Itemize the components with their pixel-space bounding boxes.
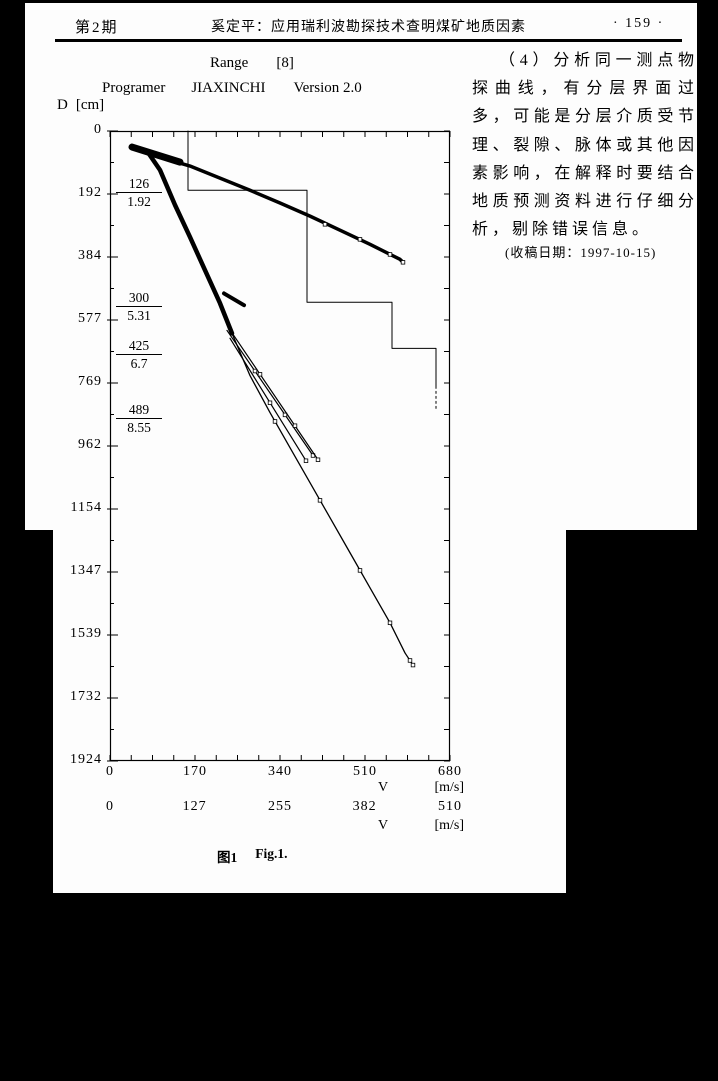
dispersion-upper [130,145,405,265]
programer-name: JIAXINCHI [191,80,266,96]
data-point-marker [387,252,393,257]
x-tick-label: 170 [183,764,207,779]
y-tick-label: 1154 [70,499,102,515]
layer-annotation: 425 6.7 [116,338,162,371]
page-background-bottom [53,530,566,893]
y-tick-label: 0 [94,122,102,137]
x-axis1-unit: V [m/s] [378,780,464,796]
layer-depth: 8.55 [127,419,151,435]
data-point-marker [317,498,323,503]
caption-zh: 图1 [217,850,238,865]
data-point-marker [407,658,413,663]
data-point-marker [292,423,298,428]
data-point-marker [282,412,288,418]
layer-annotation: 126 1.92 [116,176,162,209]
data-point-marker [387,620,393,626]
layer-depth: 6.7 [130,356,148,372]
y-tick-label: 962 [78,437,102,452]
x-tick-label: 0 [106,764,114,779]
data-point-marker [357,568,363,573]
data-point-marker [322,222,328,227]
x-tick-label: 680 [438,764,462,779]
range-label: Range [210,55,249,71]
y-axis-unit: [cm] [75,97,105,113]
y-axis-letter: D [57,97,68,113]
y-tick-label: 577 [78,310,102,326]
x1-v: V [378,780,389,795]
layer-annotation: 489 8.55 [116,402,162,435]
figure-caption: 图1 Fig.1. [217,846,288,866]
fragment-segment [222,291,246,308]
figure-range-line: Range [8] [210,55,294,72]
x-tick-label: 255 [268,799,292,814]
y-tick-label: 1924 [70,752,102,767]
layer-model-step [187,130,437,387]
x-tick-label: 127 [182,799,207,814]
layer-depth: 1.92 [127,194,151,210]
layer-velocity: 425 [116,338,162,356]
layer-annotation: 300 5.31 [116,290,162,323]
x2-ms: [m/s] [434,818,464,833]
data-point-marker [257,372,263,377]
data-point-marker [303,458,309,463]
received-date: (收稿日期：1997-10-15) [505,245,657,260]
x-tick-label: 0 [106,799,114,814]
y-tick-label: 192 [78,184,102,200]
x-tick-label: 382 [352,799,377,814]
y-tick-label: 769 [78,373,102,389]
dispersion-plot [107,130,451,762]
page-number: · 159 · [613,16,665,31]
x-tick-label: 510 [353,764,377,779]
dispersion-main-head [144,148,235,336]
data-point-marker [272,419,278,424]
figure-program-line: Programer JIAXINCHI Version 2.0 [102,80,362,97]
y-tick-label: 1732 [70,689,102,705]
page-background-top [25,3,697,530]
layer-depth: 5.31 [127,308,151,324]
y-tick-label: 1347 [70,563,102,579]
y-tick-label: 384 [78,247,102,263]
y-tick-label: 1539 [70,625,102,641]
layer-velocity: 300 [116,290,162,308]
layer-velocity: 489 [116,402,162,419]
data-point-marker [400,260,406,265]
branch-3 [229,337,307,462]
branch-1 [226,329,314,457]
range-value: [8] [276,55,294,71]
x-axis2-unit: V [m/s] [378,818,464,834]
version-label: Version 2.0 [293,80,362,96]
data-point-marker [267,400,273,405]
x-tick-label: 510 [438,799,462,814]
x-tick-label: 340 [268,764,292,779]
data-point-marker [357,237,363,242]
x1-ms: [m/s] [434,780,464,795]
x2-v: V [378,818,389,833]
y-axis-title: D [cm] [57,97,104,114]
data-point-marker [252,368,258,374]
body-paragraph: （4）分析同一测点物探曲线，有分层界面过多，可能是分层介质受节理、裂隙、脉体或其… [472,52,698,239]
header-rule [55,39,682,42]
data-point-marker [410,662,416,668]
dispersion-main [231,332,414,666]
journal-issue: 第2期 [75,20,119,36]
caption-en: Fig.1. [255,846,288,861]
branch-2 [232,333,319,461]
data-point-marker [315,457,321,462]
paper-running-title: 奚定平：应用瑞利波勘探技术查明煤矿地质因素 [211,20,526,35]
layer-velocity: 126 [116,176,162,194]
programer-label: Programer [102,80,166,96]
